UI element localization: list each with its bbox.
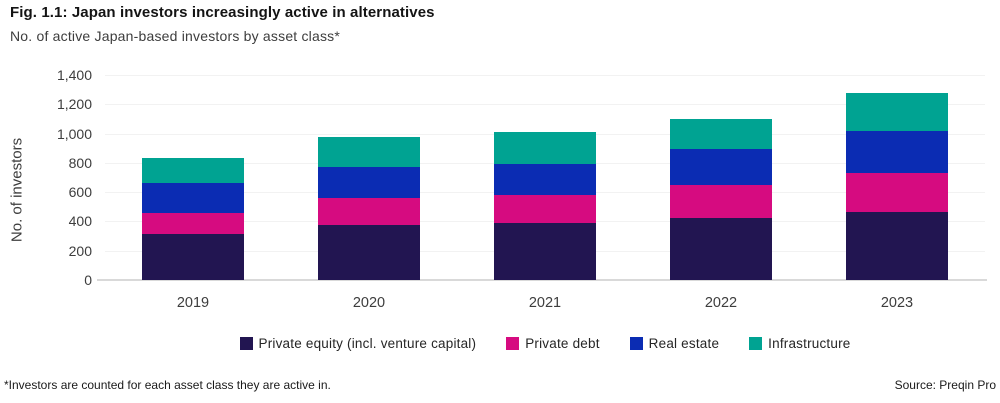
x-tick-label: 2019 bbox=[176, 295, 210, 311]
legend-label: Infrastructure bbox=[768, 335, 851, 351]
legend-item-private-debt: Private debt bbox=[506, 336, 599, 351]
y-tick-label: 200 bbox=[68, 242, 92, 259]
legend-swatch-icon bbox=[506, 336, 520, 350]
bar-segment-private-debt bbox=[318, 198, 420, 226]
legend-swatch-icon bbox=[239, 336, 253, 350]
bar-2023 bbox=[846, 75, 948, 280]
source-label: Source: Preqin Pro bbox=[894, 378, 996, 392]
bar-segment-private-equity-incl-venture-capital bbox=[494, 222, 596, 280]
bar-2021 bbox=[494, 75, 596, 280]
bar-segment-infrastructure bbox=[846, 92, 948, 131]
legend-swatch-icon bbox=[749, 336, 763, 350]
legend-item-infrastructure: Infrastructure bbox=[749, 336, 850, 351]
plot-area bbox=[97, 75, 987, 281]
bar-segment-private-debt bbox=[846, 173, 948, 212]
y-tick-label: 1,400 bbox=[56, 67, 92, 83]
legend-label: Private debt bbox=[525, 335, 600, 351]
bar-segment-private-equity-incl-venture-capital bbox=[846, 211, 948, 280]
bar-2019 bbox=[142, 75, 244, 280]
bar-segment-private-equity-incl-venture-capital bbox=[670, 217, 772, 280]
bar-segment-private-debt bbox=[670, 184, 772, 218]
bar-segment-infrastructure bbox=[670, 118, 772, 149]
bar-2020 bbox=[318, 75, 420, 280]
bar-segment-private-equity-incl-venture-capital bbox=[318, 225, 420, 280]
gridline bbox=[105, 104, 985, 106]
y-tick-label: 800 bbox=[68, 154, 92, 171]
x-axis: 2019 2020 2021 2022 2023 bbox=[105, 294, 985, 312]
footnote: *Investors are counted for each asset cl… bbox=[4, 378, 331, 392]
legend-label: Private equity (incl. venture capital) bbox=[258, 335, 477, 351]
y-tick-label: 0 bbox=[84, 272, 92, 288]
legend-label: Real estate bbox=[648, 335, 720, 351]
legend: Private equity (incl. venture capital) Pr… bbox=[105, 334, 985, 352]
y-axis: 0 200 400 600 800 1,000 1,200 1,400 bbox=[0, 67, 92, 288]
bar-segment-real-estate bbox=[318, 166, 420, 198]
legend-item-private-equity-incl-venture-capital: Private equity (incl. venture capital) bbox=[239, 335, 477, 351]
x-tick-label: 2020 bbox=[352, 295, 386, 311]
figure-subtitle: No. of active Japan-based investors by a… bbox=[10, 28, 341, 44]
bar-segment-infrastructure bbox=[494, 132, 596, 164]
figure-title: Fig. 1.1: Japan investors increasingly a… bbox=[10, 4, 435, 21]
bar-segment-real-estate bbox=[846, 130, 948, 174]
bar-segment-private-equity-incl-venture-capital bbox=[142, 233, 244, 280]
y-tick-label: 600 bbox=[68, 184, 92, 201]
gridline bbox=[105, 75, 985, 76]
x-tick-label: 2022 bbox=[704, 295, 738, 311]
bar-segment-real-estate bbox=[670, 148, 772, 185]
x-axis-line bbox=[97, 279, 987, 281]
x-tick-label: 2021 bbox=[528, 295, 562, 311]
bar-segment-infrastructure bbox=[142, 157, 244, 183]
x-tick-label: 2023 bbox=[880, 295, 914, 311]
bar-segment-real-estate bbox=[494, 163, 596, 196]
bar-2022 bbox=[670, 75, 772, 280]
y-tick-label: 1,000 bbox=[56, 125, 92, 142]
bar-segment-infrastructure bbox=[318, 137, 420, 167]
legend-swatch-icon bbox=[629, 336, 643, 350]
bar-segment-real-estate bbox=[142, 182, 244, 213]
y-tick-label: 400 bbox=[68, 213, 92, 230]
bar-segment-private-debt bbox=[494, 195, 596, 223]
bar-segment-private-debt bbox=[142, 212, 244, 234]
legend-item-real-estate: Real estate bbox=[629, 335, 720, 351]
y-tick-label: 1,200 bbox=[56, 96, 92, 113]
